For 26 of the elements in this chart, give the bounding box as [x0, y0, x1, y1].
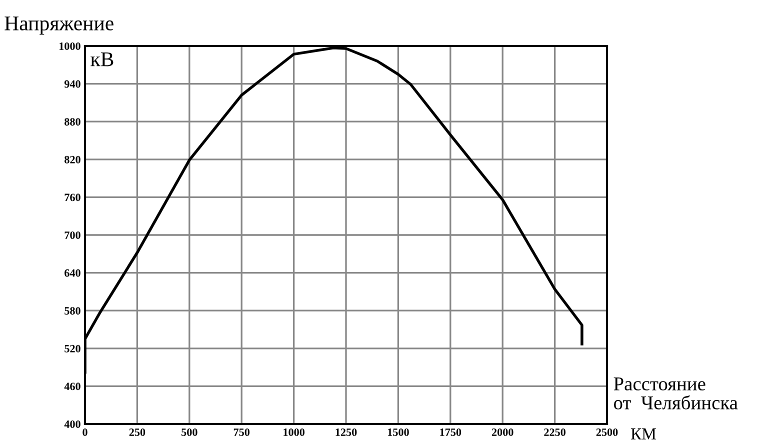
y-tick-label: 520: [64, 344, 80, 352]
x-tick-label: 2250: [544, 428, 566, 436]
y-tick-label: 880: [64, 118, 80, 126]
y-tick-label: 580: [64, 307, 80, 315]
x-tick-label: 500: [182, 428, 198, 436]
annotation: кВ: [90, 52, 114, 66]
x-tick-label: 750: [234, 428, 250, 436]
x-tick-label: 2500: [596, 428, 618, 436]
y-tick-label: 820: [64, 156, 80, 164]
y-tick-label: 640: [64, 269, 80, 277]
text: КМ: [630, 428, 656, 440]
x-axis-title: Расстояние от Челябинска: [614, 378, 738, 410]
y-tick-label: 940: [64, 80, 80, 88]
x-tick-label: 1750: [440, 428, 462, 436]
x-tick-label: 2000: [492, 428, 514, 436]
y-axis-title: Напряжение: [4, 16, 114, 35]
x-tick-label: 250: [129, 428, 146, 436]
x-tick-label: 0: [82, 428, 88, 436]
y-tick-label: 1000: [60, 42, 80, 50]
y-tick-label: 460: [64, 382, 80, 390]
x-tick-label: 1000: [284, 428, 304, 436]
y-tick-label: 700: [64, 231, 80, 239]
x-tick-label: 1500: [388, 428, 409, 436]
y-tick-label: 400: [64, 420, 80, 428]
y-tick-label: 760: [64, 194, 80, 202]
x-tick-label: 1250: [336, 428, 357, 436]
